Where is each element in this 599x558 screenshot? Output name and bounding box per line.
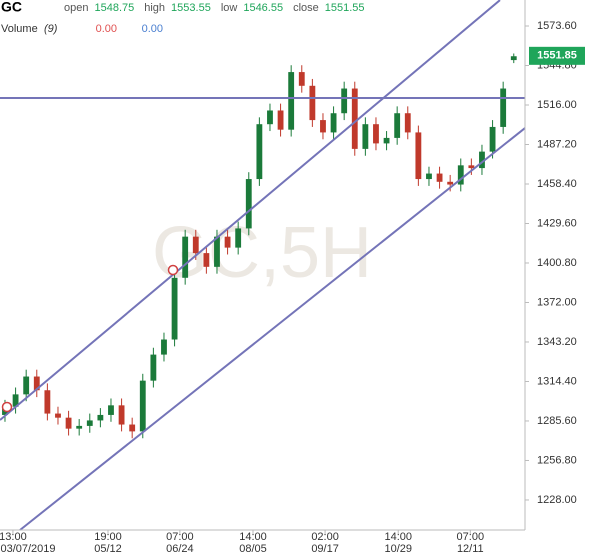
candle-body [330, 113, 337, 133]
candle-body [288, 72, 295, 130]
x-tick-date: 05/12 [94, 543, 122, 555]
x-tick-label: 07:00 [166, 531, 194, 543]
candle-body [394, 113, 401, 138]
candle-body [404, 113, 411, 133]
candle-body [118, 405, 125, 425]
candle-body [373, 124, 379, 144]
volume-value: 0.00 [142, 23, 163, 35]
ohlc-label: high [144, 2, 165, 14]
candle-body [298, 72, 305, 86]
y-tick-label: 1458.40 [537, 178, 577, 190]
candle-body [351, 88, 358, 149]
y-tick-label: 1573.60 [537, 20, 577, 32]
anchor-marker [167, 264, 179, 276]
y-tick-label: 1516.00 [537, 99, 577, 111]
candle-body [277, 110, 284, 130]
candle-body [86, 420, 93, 426]
candle-body [108, 405, 114, 415]
x-tick-label: 14:00 [239, 531, 267, 543]
candle-body [457, 165, 464, 185]
candle-body [182, 236, 189, 278]
volume-value: 0.00 [96, 23, 117, 35]
x-tick-date: 12/11 [457, 543, 484, 555]
candle-body [139, 380, 146, 432]
x-tick-date: 03/07/2019 [0, 543, 55, 555]
x-tick-date: 08/05 [239, 543, 267, 555]
candle-body [171, 277, 178, 340]
candle-body [65, 417, 72, 429]
candle-body [447, 181, 454, 185]
volume-label: Volume [1, 23, 38, 35]
candle-body [489, 126, 496, 152]
y-tick-label: 1314.40 [537, 375, 577, 387]
candle-body [383, 137, 390, 144]
y-tick-label: 1256.80 [537, 454, 577, 466]
volume-period: (9) [44, 23, 58, 35]
candle-body [55, 413, 61, 418]
candle-body [214, 236, 220, 267]
candle-body [23, 376, 30, 395]
candle-body [33, 376, 40, 391]
candle-body [309, 85, 316, 121]
candle-body [362, 124, 369, 149]
y-tick-label: 1429.60 [537, 217, 577, 229]
ohlc-value: 1553.55 [171, 2, 211, 14]
anchor-marker [1, 401, 13, 413]
x-tick-label: 13:00 [0, 531, 27, 543]
ohlc-value: 1546.55 [243, 2, 283, 14]
symbol: GC [1, 0, 22, 15]
candle-body [245, 179, 252, 229]
ohlc-label: low [221, 2, 238, 14]
last-price-label: 1551.85 [537, 50, 577, 62]
y-tick-label: 1487.20 [537, 138, 577, 150]
candle-body [468, 165, 475, 169]
trend-line [0, 0, 501, 421]
candle-body [436, 173, 443, 182]
y-tick-label: 1400.80 [537, 257, 577, 269]
candle-body [510, 56, 517, 61]
x-tick-label: 19:00 [94, 531, 122, 543]
x-tick-date: 09/17 [311, 543, 339, 555]
candle-body [224, 236, 231, 248]
candle-body [256, 124, 263, 180]
last-price-box [529, 46, 585, 65]
y-tick-label: 1285.60 [537, 415, 577, 427]
x-tick-label: 02:00 [311, 531, 339, 543]
ohlc-value: 1551.55 [325, 2, 365, 14]
candle-body [44, 390, 51, 414]
candle-body [426, 173, 432, 180]
ohlc-label: close [293, 2, 319, 14]
candle-body [267, 110, 273, 125]
candle-body [500, 88, 507, 127]
candle-body [161, 339, 167, 355]
x-tick-label: 14:00 [384, 531, 412, 543]
candle-body [341, 88, 348, 114]
candle-body [76, 425, 83, 429]
candle-body [203, 253, 210, 267]
candle-body [479, 151, 485, 169]
candle-body [320, 120, 326, 133]
y-tick-label: 1343.20 [537, 336, 577, 348]
y-tick-label: 1372.00 [537, 296, 577, 308]
candle-body [235, 228, 242, 248]
x-tick-date: 06/24 [166, 543, 194, 555]
candle-body [12, 394, 19, 407]
ohlc-value: 1548.75 [94, 2, 134, 14]
x-tick-date: 10/29 [384, 543, 412, 555]
candle-body [415, 132, 422, 180]
y-tick-label: 1228.00 [537, 494, 577, 506]
candle-body [192, 236, 199, 254]
x-tick-label: 07:00 [457, 531, 485, 543]
candle-body [129, 424, 136, 432]
trend-line [19, 127, 526, 531]
ohlc-label: open [64, 2, 88, 14]
candle-body [150, 354, 157, 381]
candle-body [97, 414, 104, 421]
